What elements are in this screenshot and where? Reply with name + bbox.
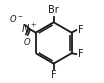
Text: $O$: $O$	[23, 36, 31, 47]
Text: F: F	[51, 70, 56, 80]
Text: $O^-$: $O^-$	[9, 13, 24, 24]
Text: Br: Br	[48, 5, 59, 15]
Text: F: F	[78, 49, 83, 59]
Text: $N^+$: $N^+$	[21, 22, 37, 35]
Text: F: F	[78, 25, 83, 35]
